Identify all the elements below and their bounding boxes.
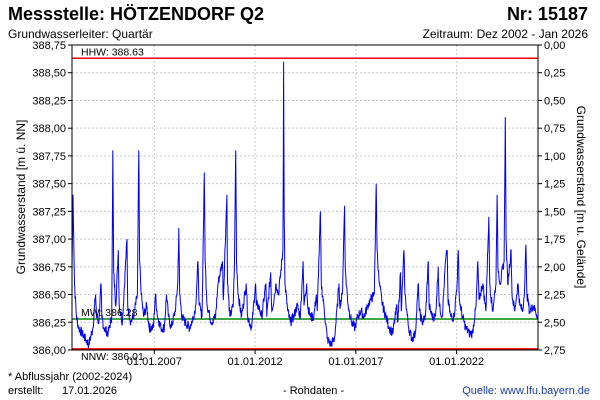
- y-axis-label: Grundwasserstand [m ü. NN]: [14, 120, 28, 275]
- x-tick-label: 01.01.2007: [127, 356, 182, 368]
- y-tick-label: 388,75: [32, 40, 66, 52]
- y-tick-label: 386,50: [32, 290, 66, 302]
- y-tick-label: 386,25: [32, 317, 66, 329]
- rawdata-label: - Rohdaten -: [283, 385, 345, 397]
- y-tick-label: 386,75: [32, 262, 66, 274]
- y2-tick-label: 0,00: [544, 40, 565, 52]
- y-tick-label: 387,25: [32, 206, 66, 218]
- aquifer-label: Grundwasserleiter: Quartär: [8, 27, 153, 41]
- y-tick-label: 388,25: [32, 95, 66, 107]
- x-tick-label: 01.01.2012: [228, 356, 283, 368]
- y2-tick-label: 1,00: [544, 151, 565, 163]
- source-link[interactable]: Quelle: www.lfu.bayern.de: [462, 385, 590, 397]
- groundwater-series-line: [71, 61, 539, 349]
- y2-tick-label: 2,25: [544, 290, 565, 302]
- y2-tick-label: 2,75: [544, 345, 565, 357]
- y2-tick-label: 1,75: [544, 234, 565, 246]
- y2-axis-label: Grundwasserstand [m u. Gelände]: [574, 106, 588, 289]
- y2-tick-label: 0,50: [544, 95, 565, 107]
- plot-frame: [71, 44, 539, 351]
- y2-tick-label: 2,50: [544, 317, 565, 329]
- ref-label-hhw: HHW: 388.63: [81, 46, 144, 58]
- period-label: Zeitraum: Dez 2002 - Jan 2026: [422, 27, 588, 41]
- y2-tick-label: 0,75: [544, 123, 565, 135]
- y-tick-label: 388,00: [32, 123, 66, 135]
- ref-label-mw: MW: 386.28: [81, 307, 138, 319]
- y-tick-label: 388,50: [32, 68, 66, 80]
- footnote: * Abflussjahr (2002-2024): [8, 371, 133, 383]
- station-number: Nr: 15187: [506, 4, 588, 24]
- y2-tick-label: 0,25: [544, 68, 565, 80]
- created-date: 17.01.2026: [62, 385, 118, 397]
- y2-tick-label: 2,00: [544, 262, 565, 274]
- y2-tick-label: 1,50: [544, 206, 565, 218]
- reference-lines: [72, 57, 538, 350]
- x-tick-label: 01.01.2017: [328, 356, 383, 368]
- ref-label-nnw: NNW: 386.01: [81, 351, 144, 363]
- y-tick-label: 386,00: [32, 345, 66, 357]
- y-axis-ticks: 388,75 388,50 388,25 388,00 387,75 387,50 387,…: [32, 40, 72, 357]
- y2-tick-label: 1,25: [544, 179, 565, 191]
- y-tick-label: 387,50: [32, 179, 66, 191]
- station-title: Messstelle: HÖTZENDORF Q2: [8, 4, 265, 24]
- y2-axis-ticks: 0,00 0,25 0,50 0,75 1,00 1,25 1,50 1,75 2,00 2,25…: [538, 40, 565, 357]
- reference-labels: HHW: 388.63 MW: 386.28 NNW: 386.01: [81, 46, 144, 363]
- created-label: erstellt:: [8, 385, 44, 397]
- y-tick-label: 387,00: [32, 234, 66, 246]
- x-axis-ticks: 01.01.2007 01.01.2012 01.01.2017 01.01.2022: [127, 350, 484, 368]
- x-tick-label: 01.01.2022: [429, 356, 484, 368]
- y-tick-label: 387,75: [32, 151, 66, 163]
